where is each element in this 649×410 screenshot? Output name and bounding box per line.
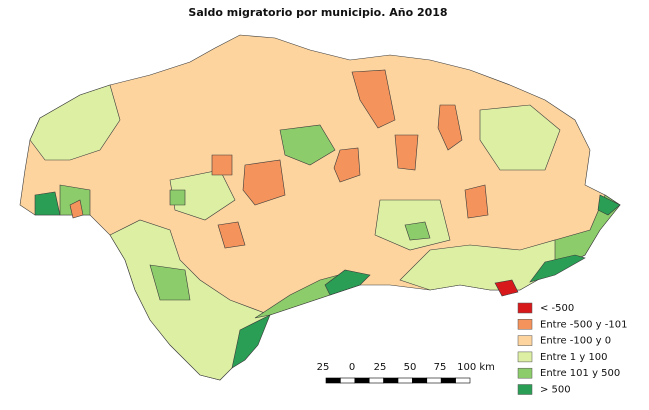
scale-label: 25 (317, 362, 330, 373)
scale-label: 100 km (457, 362, 495, 373)
scale-bar: 25 0 25 50 75 100 km (317, 362, 495, 384)
legend: < -500 Entre -500 y -101 Entre -100 y 0 Ent… (517, 302, 627, 396)
legend-label: > 500 (540, 385, 571, 396)
scale-label: 75 (434, 362, 447, 373)
scale-label: 0 (349, 362, 355, 373)
scale-segment (455, 377, 471, 384)
legend-swatch (517, 302, 533, 314)
legend-swatch (517, 351, 533, 363)
legend-swatch (517, 335, 533, 346)
scale-label: 25 (374, 362, 387, 373)
legend-label: Entre 101 y 500 (540, 368, 620, 379)
legend-swatch (517, 367, 533, 379)
scale-segment (383, 377, 399, 384)
region-map (19, 34, 621, 381)
scale-segment (397, 377, 413, 384)
scale-segment (325, 377, 341, 384)
scale-segment (440, 377, 456, 384)
map-title: Saldo migratorio por municipio. Año 2018 (188, 6, 447, 19)
legend-label: < -500 (540, 303, 574, 314)
legend-swatch (517, 319, 533, 330)
scale-label: 50 (404, 362, 417, 373)
scale-segment (354, 377, 370, 384)
legend-swatch (517, 384, 533, 395)
legend-label: Entre -500 y -101 (540, 319, 627, 330)
scale-segment (340, 377, 356, 384)
scale-segment (368, 377, 384, 384)
legend-label: Entre -100 y 0 (540, 336, 611, 347)
scale-segment (426, 377, 442, 384)
scale-segment (412, 377, 428, 384)
legend-label: Entre 1 y 100 (540, 352, 608, 363)
